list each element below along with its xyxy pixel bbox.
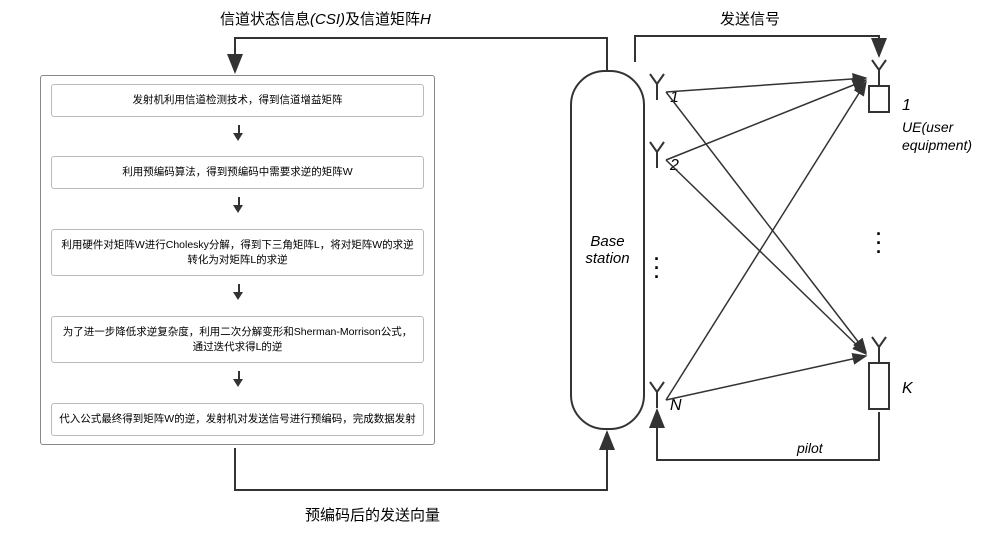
pilot-label: pilot [797,440,823,456]
base-station-label: Base station [585,233,629,267]
ue-1-device [868,85,890,113]
flow-step-1: 发射机利用信道检测技术，得到信道增益矩阵 [51,84,424,117]
flow-arrow-icon [233,379,243,387]
label-csi-post: 及信道矩阵 [345,11,420,28]
transmit-signal-line [635,36,879,62]
flow-step-2: 利用预编码算法，得到预编码中需要求逆的矩阵W [51,156,424,189]
ue-dots: ··· [876,230,882,257]
precoding-flowchart: 发射机利用信道检测技术，得到信道增益矩阵 利用预编码算法，得到预编码中需要求逆的… [40,75,435,445]
channel-rays [666,78,866,400]
ue-1-antenna [870,58,888,85]
bs-antenna-1 [648,72,666,100]
ue-k-label: K [902,380,913,398]
label-csi-channel-matrix: 信道状态信息(CSI)及信道矩阵H [220,8,431,29]
ue-1-label: 1 [902,97,911,115]
flow-step-3: 利用硬件对矩阵W进行Cholesky分解，得到下三角矩阵L，将对矩阵W的求逆转化… [51,229,424,276]
base-station-node: Base station [570,70,645,430]
flow-step-4: 为了进一步降低求逆复杂度，利用二次分解变形和Sherman-Morrison公式… [51,316,424,363]
label-transmit-signal: 发送信号 [720,8,780,29]
flow-arrow-icon [233,133,243,141]
csi-feedback-line [235,38,607,72]
label-csi-pre: 信道状态信息 [220,11,310,28]
ue-k-antenna [870,335,888,362]
label-csi-acronym: (CSI) [310,11,345,28]
bs-antenna-n [648,380,666,408]
bs-antenna-2 [648,140,666,168]
bs-antenna-1-label: 1 [670,89,679,107]
bs-antenna-2-label: 2 [670,157,679,175]
bs-antenna-n-label: N [670,397,682,415]
label-precoded-vector: 预编码后的发送向量 [305,504,440,525]
ue-k-device [868,362,890,410]
flow-arrow-icon [233,292,243,300]
label-channel-matrix-H: H [420,11,431,28]
bs-antenna-dots: ··· [654,255,660,282]
ue-text-label: UE(user equipment) [902,118,972,154]
pilot-feedback-line [657,410,879,460]
flow-arrow-icon [233,205,243,213]
flow-step-5: 代入公式最终得到矩阵W的逆，发射机对发送信号进行预编码，完成数据发射 [51,403,424,436]
